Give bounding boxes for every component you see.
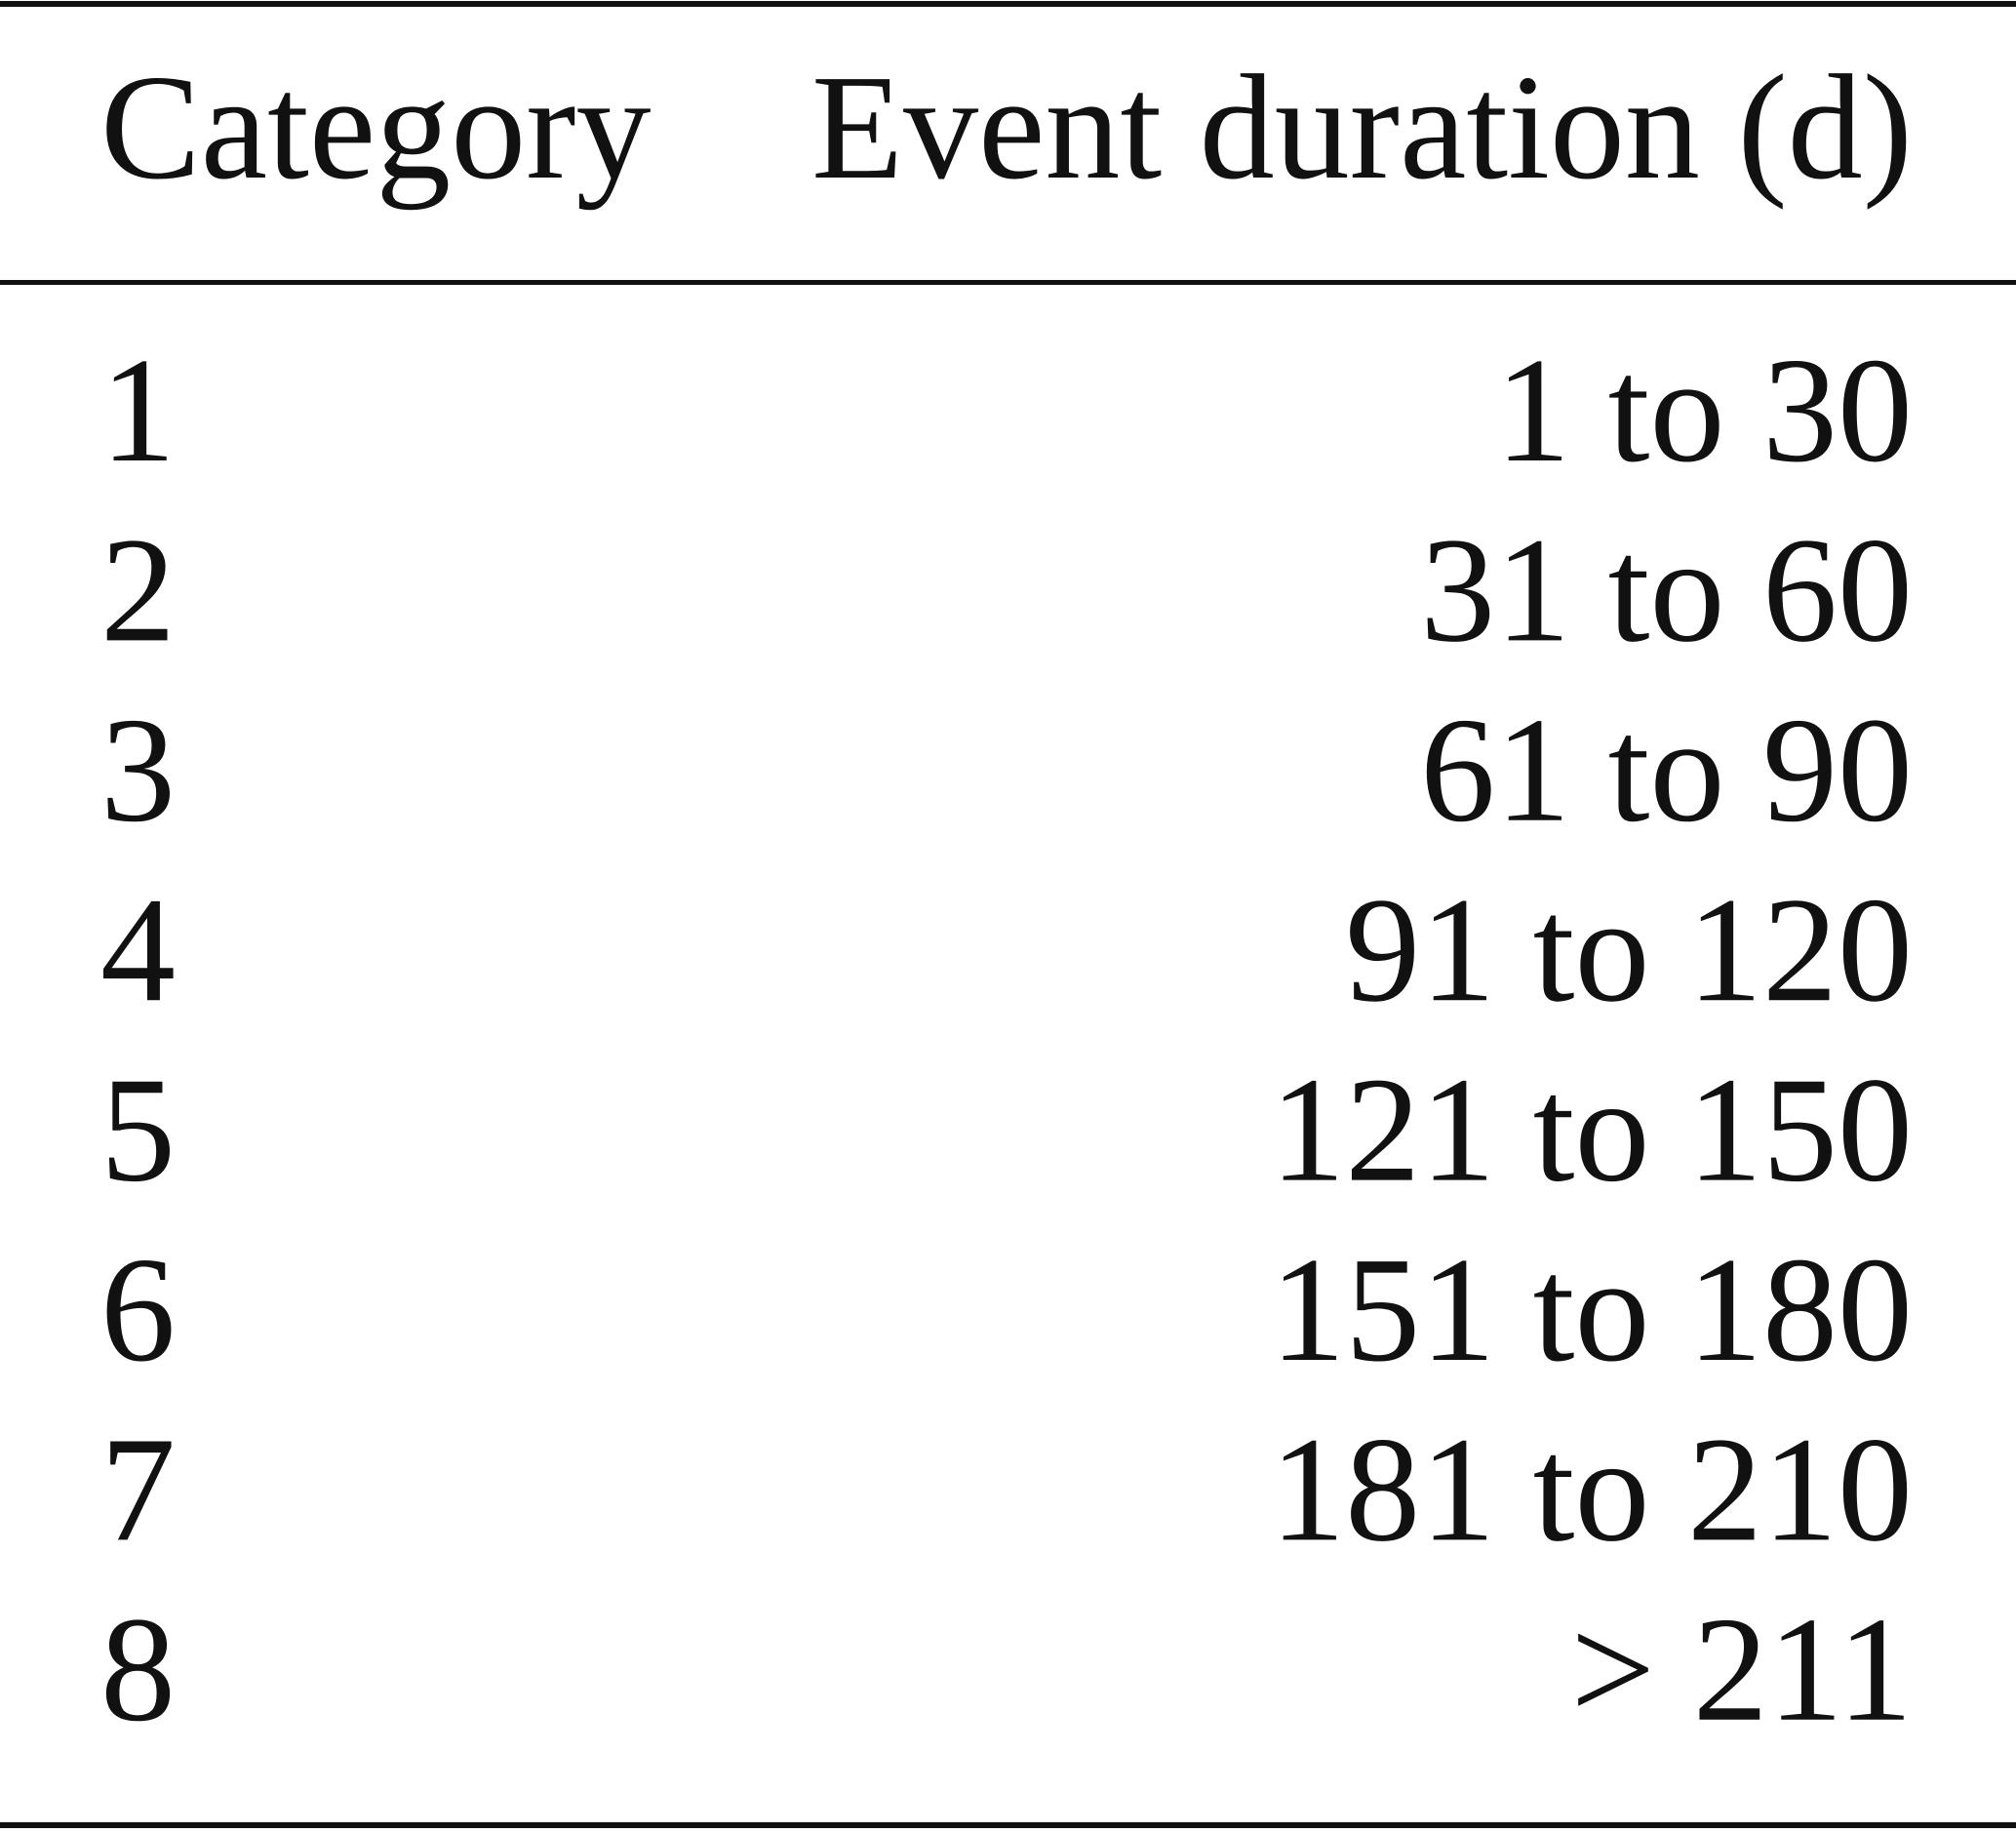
header-cell: Category [100,45,652,211]
category-cell: 7 [100,1407,176,1573]
category-cell: 2 [100,507,176,673]
duration-cell: 31 to 60 [1420,507,1913,673]
category-cell: 4 [100,867,176,1033]
duration-cell: 151 to 180 [1270,1227,1913,1393]
header-rule [0,280,2016,285]
category-cell: 8 [100,1587,176,1753]
duration-cell: 91 to 120 [1345,867,1913,1033]
bottom-rule [0,1822,2016,1828]
top-rule [0,1,2016,7]
category-cell: 6 [100,1227,176,1393]
duration-cell: 181 to 210 [1270,1407,1913,1573]
category-cell: 5 [100,1048,176,1214]
header-cell: Event duration (d) [811,45,1913,211]
duration-cell: 121 to 150 [1270,1048,1913,1214]
duration-cell: 1 to 30 [1495,328,1913,494]
duration-cell: > 211 [1570,1587,1913,1753]
category-cell: 1 [100,328,176,494]
category-cell: 3 [100,688,176,854]
duration-cell: 61 to 90 [1420,688,1913,854]
